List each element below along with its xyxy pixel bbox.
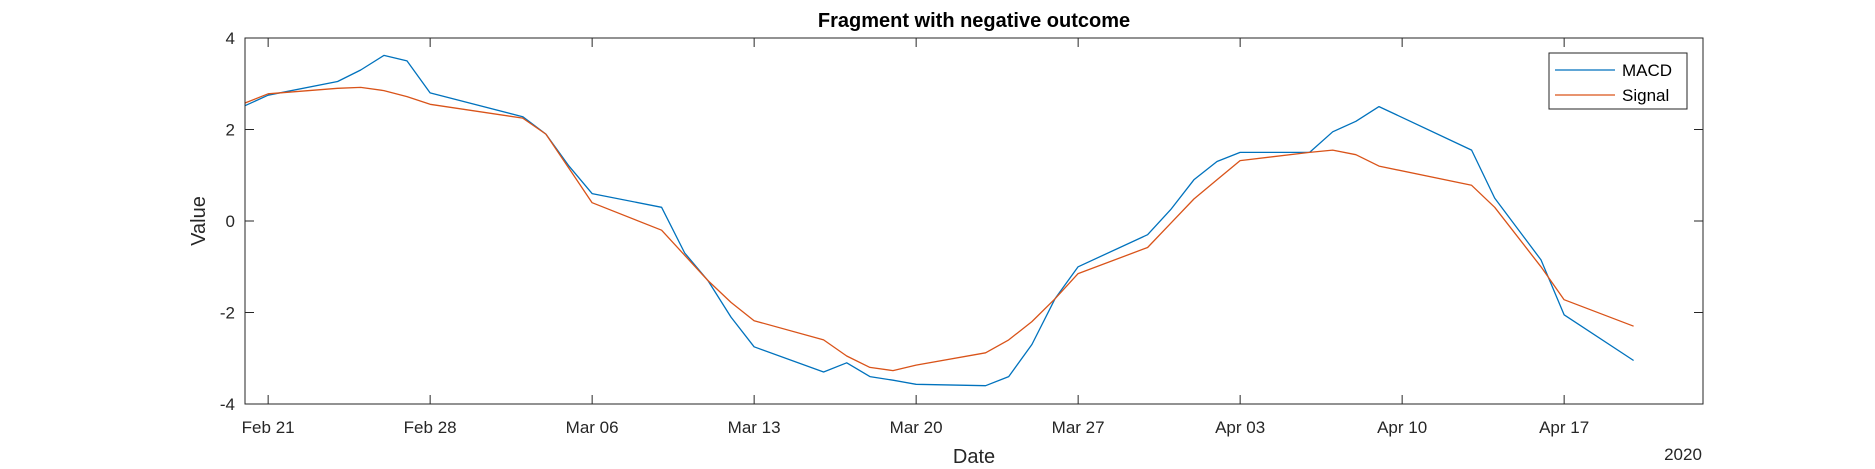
x-tick-label: Apr 17 [1539, 418, 1589, 437]
year-label: 2020 [1664, 445, 1702, 464]
y-tick-label: 2 [226, 121, 235, 140]
y-tick-label: -2 [220, 304, 235, 323]
x-tick-label: Mar 20 [890, 418, 943, 437]
legend-box [1548, 52, 1688, 110]
x-tick-label: Mar 06 [566, 418, 619, 437]
legend: MACD Signal [1548, 52, 1688, 110]
x-ticks: Feb 21 Feb 28 Mar 06 Mar 13 Mar 20 Mar 27 Apr … [242, 38, 1589, 437]
series-layer [244, 54, 1634, 387]
legend-label-macd: MACD [1622, 61, 1672, 80]
x-tick-label: Feb 21 [242, 418, 295, 437]
y-tick-label: 0 [226, 212, 235, 231]
legend-label-signal: Signal [1622, 86, 1669, 105]
plot-frame [244, 37, 1704, 405]
x-axis-label: Date [953, 446, 995, 468]
y-axis-label: Value [188, 196, 210, 246]
plot-background [245, 38, 1703, 404]
x-tick-label: Mar 27 [1052, 418, 1105, 437]
x-tick-label: Apr 10 [1377, 418, 1427, 437]
series-line-signal [244, 86, 1634, 372]
y-tick-label: -4 [220, 395, 235, 414]
series-line-macd [244, 54, 1634, 387]
x-tick-label: Mar 13 [728, 418, 781, 437]
x-tick-label: Feb 28 [404, 418, 457, 437]
y-tick-label: 4 [226, 29, 235, 48]
x-tick-label: Apr 03 [1215, 418, 1265, 437]
chart-title: Fragment with negative outcome [818, 10, 1130, 32]
